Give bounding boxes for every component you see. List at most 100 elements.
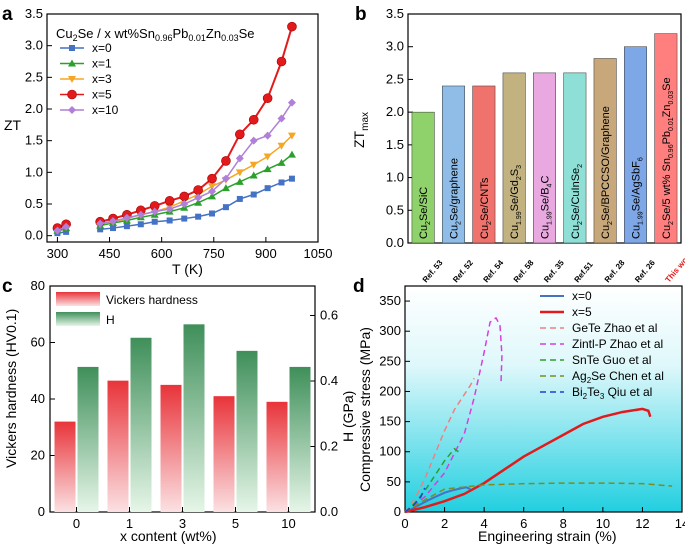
y-axis-label: ZTmax — [351, 112, 371, 148]
data-point — [136, 210, 145, 219]
data-point — [250, 191, 257, 198]
y2-tick-label: 0.2 — [320, 438, 338, 453]
y-tick-label: 0.0 — [25, 228, 43, 243]
legend-label: SnTe Guo et al — [572, 353, 651, 367]
x-axis-label: T (K) — [172, 261, 203, 277]
y-tick-label: 0.5 — [386, 202, 404, 217]
bar-hardness — [266, 401, 288, 512]
bars-group: Cu2Se/SiC Ref. 53 Cu2Se/graphene Ref. 52 Cu2… — [411, 33, 685, 285]
y-tick-label: 300 — [379, 323, 401, 338]
legend-marker — [68, 76, 76, 83]
y-tick-label: 150 — [379, 414, 401, 429]
panel-letter-c: c — [2, 276, 13, 297]
legend-label: H — [106, 313, 115, 327]
x-tick-label: 4 — [481, 516, 488, 531]
y-tick-label: 3.0 — [386, 39, 404, 54]
series-group — [404, 316, 673, 514]
series-line — [404, 486, 471, 513]
data-point — [277, 114, 286, 123]
legend-marker — [67, 89, 77, 100]
legend-label: Zintl-P Zhao et al — [572, 337, 663, 351]
y-tick-label: 2.0 — [386, 104, 404, 119]
data-point — [193, 185, 203, 195]
data-point — [96, 219, 105, 228]
data-point — [277, 142, 286, 150]
bar — [624, 46, 647, 244]
y-tick-label: 0.0 — [386, 235, 404, 250]
x-tick-label: 8 — [560, 516, 567, 531]
bar-label: Cu2Se/BPCCSO/Graphene — [600, 106, 614, 239]
series-line — [404, 482, 673, 513]
data-point — [287, 150, 296, 158]
bar — [472, 85, 496, 244]
bar — [502, 72, 526, 244]
legend-label: Bi2Te3 Qiu et al — [572, 385, 652, 401]
y-tick-label: 3.5 — [25, 6, 43, 21]
data-point — [109, 217, 118, 226]
legend-label: x=0 — [572, 289, 592, 303]
data-point — [166, 217, 173, 224]
data-point — [209, 210, 216, 217]
data-point — [208, 187, 217, 196]
y2-axis-label: H (GPa) — [340, 391, 356, 442]
x-tick-label: Ref. 52 — [451, 258, 475, 284]
data-point — [164, 196, 175, 206]
plot-frame — [404, 285, 683, 513]
x-tick-label: Ref.51 — [572, 260, 595, 285]
bar-hardness — [54, 421, 76, 512]
data-point — [181, 215, 188, 222]
axis-ticks: 0 20 40 60 80 0.0 0.2 0.4 0.6 0 1 3 5 10 — [31, 278, 339, 531]
panel-a-title: Cu2Se / x wt%Sn0.96Pb0.01Zn0.03Se — [56, 26, 255, 43]
x-tick-label: 2 — [441, 516, 448, 531]
data-point — [62, 222, 71, 231]
series-line — [404, 316, 503, 513]
y2-tick-label: 0.6 — [320, 307, 338, 322]
data-point — [221, 184, 230, 192]
bar-hardness — [213, 396, 235, 512]
bar-h — [130, 337, 152, 512]
y-tick-label: 40 — [31, 391, 45, 406]
bar-hardness — [160, 384, 182, 512]
y-tick-label: 0.5 — [25, 196, 43, 211]
bar-hardness — [107, 380, 129, 512]
y-axis-label: Compressive stress (MPa) — [357, 327, 373, 492]
data-point — [263, 131, 272, 140]
y2-tick-label: 0.0 — [320, 504, 338, 519]
data-point — [235, 177, 244, 185]
legend-marker — [68, 59, 76, 67]
panel-letter-b: b — [355, 4, 367, 25]
y-tick-label: 350 — [379, 293, 401, 308]
axis-ticks: 0 2 4 6 8 10 12 14 0 50 100 150 200 250 300 350 — [379, 293, 685, 531]
data-point — [287, 98, 296, 107]
y-tick-label: 1.5 — [25, 133, 43, 148]
data-point — [194, 198, 203, 206]
series-line — [404, 487, 426, 513]
x-tick-label: 14 — [675, 516, 685, 531]
bar-label: Cu2Se/CNTs — [479, 177, 493, 239]
y-tick-label: 2.5 — [25, 69, 43, 84]
axis-ticks: 0.0 0.5 1.0 1.5 2.0 2.5 3.0 3.5 — [386, 6, 413, 250]
y-tick-label: 100 — [379, 444, 401, 459]
legend-label: x=3 — [92, 72, 112, 86]
data-point — [263, 165, 272, 173]
legend-marker — [69, 45, 75, 51]
y-axis-label: Vickers hardness (HV0.1) — [3, 309, 19, 468]
legend: x=0 x=5 GeTe Zhao et al Zintl-P Zhao et al S… — [540, 289, 664, 401]
data-point — [150, 207, 159, 216]
data-point — [287, 132, 296, 140]
data-point — [122, 213, 131, 222]
series-line — [404, 407, 652, 514]
legend-swatch — [56, 292, 100, 306]
y-axis-label: ZT — [4, 117, 22, 133]
bar-label: Cu2Se/SiC — [418, 187, 432, 239]
x-tick-label: 450 — [99, 246, 121, 261]
bars-group — [54, 324, 311, 512]
data-point — [235, 154, 244, 163]
y-tick-label: 3.0 — [25, 38, 43, 53]
legend-swatch — [56, 312, 100, 326]
legend: Vickers hardness H — [56, 292, 198, 327]
data-point — [208, 192, 217, 200]
data-point — [137, 221, 144, 228]
x-tick-label: This work — [663, 249, 685, 284]
